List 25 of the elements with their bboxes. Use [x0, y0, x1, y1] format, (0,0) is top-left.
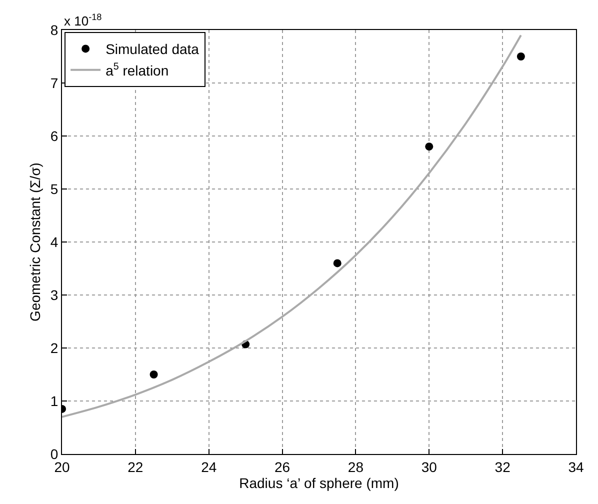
y-tick-label: 5 — [50, 180, 58, 197]
y-tick-label: 1 — [50, 392, 58, 409]
point — [333, 259, 342, 268]
x-tick-label: 30 — [421, 458, 438, 475]
point — [516, 52, 525, 60]
x-tick-label: 34 — [568, 458, 584, 475]
x-tick-label: 24 — [201, 458, 217, 475]
point — [150, 370, 158, 378]
y-tick-label: 3 — [50, 286, 58, 303]
legend-label: a$^{5}$ relation — [106, 62, 169, 78]
point — [425, 142, 434, 151]
y-tick-label: 7 — [50, 74, 58, 91]
legend-label: Simulated data — [106, 41, 200, 58]
x-tick-label: 32 — [494, 458, 511, 475]
line-series — [62, 34, 522, 418]
x-axis-title: Radius ‘a’ of sphere (mm) — [239, 474, 399, 491]
text: x 10$^{-18}$ — [64, 12, 102, 28]
x-tick-label: 22 — [128, 458, 144, 475]
y-tick-label: 6 — [50, 128, 58, 144]
y-tick-label: 8 — [50, 22, 58, 38]
y-axis-title: Geometric Constant (Σ/σ) — [27, 162, 44, 322]
y-tick-label: 2 — [50, 340, 58, 356]
x-tick-label: 26 — [274, 458, 290, 475]
x-tick-label: 28 — [348, 458, 364, 475]
y-tick-label: 4 — [50, 234, 58, 250]
